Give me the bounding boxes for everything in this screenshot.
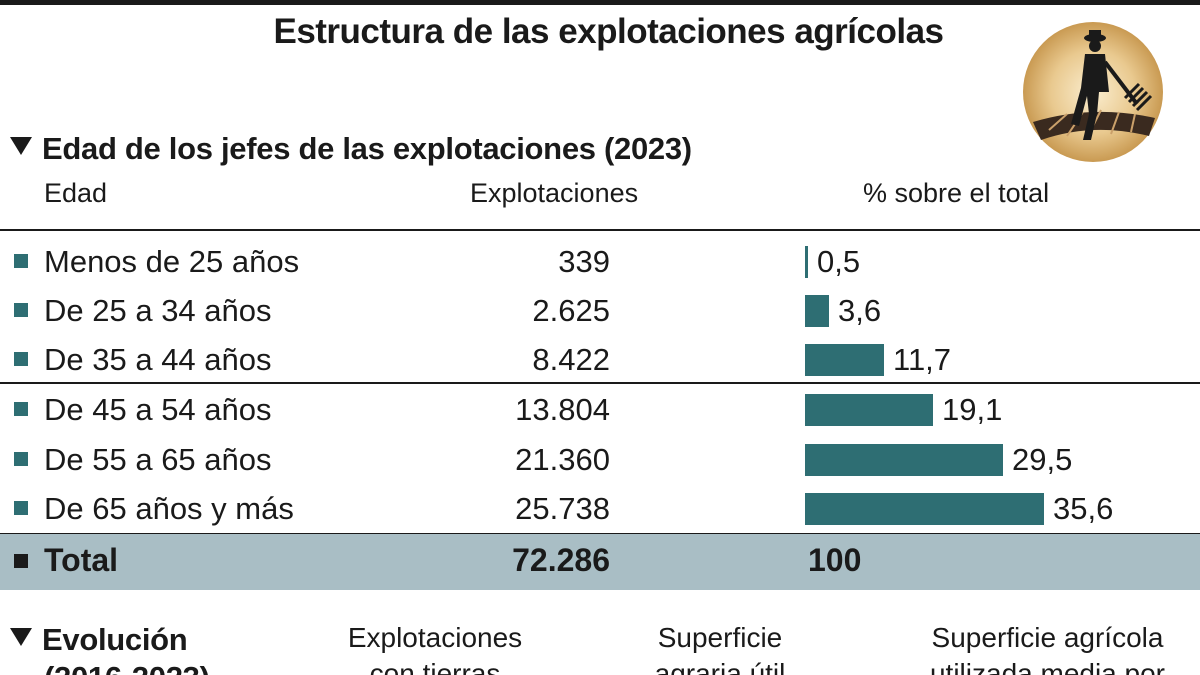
age-category-label: De 65 años y más (44, 491, 294, 526)
top-rule (0, 0, 1200, 5)
pct-value-label: 19,1 (942, 392, 1003, 427)
total-label: Total (44, 542, 119, 578)
pct-value-label: 35,6 (1053, 491, 1114, 526)
total-row: Total 72.286 100 (0, 534, 1200, 590)
age-category-label: De 55 a 65 años (44, 442, 272, 477)
pct-value-label: 11,7 (893, 342, 952, 377)
explotaciones-count: 25.738 (515, 491, 610, 526)
evolution-col3-line1: Superficie agrícola (931, 622, 1164, 653)
age-category-label: De 45 a 54 años (44, 392, 272, 427)
header-divider (0, 229, 1200, 231)
page-title: Estructura de las explotaciones agrícola… (273, 12, 944, 51)
pct-bar (805, 394, 933, 426)
group-divider (0, 382, 1200, 384)
explotaciones-count: 8.422 (532, 342, 610, 377)
explotaciones-count: 2.625 (532, 293, 610, 328)
evolution-col3-line2: utilizada media por (929, 658, 1166, 675)
bullet-square-icon (14, 254, 28, 268)
pct-bar (805, 493, 1044, 525)
evolution-col2-line1: Superficie (657, 622, 783, 653)
bullet-square-icon (14, 303, 28, 317)
evolution-section-heading: Evolución (10, 622, 188, 658)
farmer-with-pitchfork-icon (1023, 22, 1163, 162)
triangle-down-icon (10, 137, 32, 155)
explotaciones-count: 339 (558, 244, 610, 279)
evolution-col-explotaciones: Explotaciones con tierras (335, 620, 535, 675)
column-header-edad: Edad (44, 178, 108, 208)
column-header-explotaciones: Explotaciones (470, 178, 639, 208)
age-section-heading-text: Edad de los jefes de las explotaciones (… (42, 131, 692, 166)
explotaciones-count: 21.360 (515, 442, 610, 477)
table-row: De 25 a 34 años 2.625 3,6 (0, 286, 1200, 336)
age-category-label: De 35 a 44 años (44, 342, 272, 377)
age-section-heading: Edad de los jefes de las explotaciones (… (10, 131, 692, 167)
table-row: De 65 años y más 25.738 35,6 (0, 484, 1200, 534)
pct-value-label: 3,6 (838, 293, 882, 328)
evolution-col1-line2: con tierras (369, 658, 501, 675)
column-header-pct: % sobre el total (863, 178, 1050, 208)
bullet-square-icon (14, 402, 28, 416)
total-count: 72.286 (512, 542, 610, 578)
age-category-label: De 25 a 34 años (44, 293, 272, 328)
table-row: Menos de 25 años 339 0,5 (0, 237, 1200, 287)
total-square-icon (14, 554, 28, 568)
evolution-subheading: (2016-2023) (44, 660, 210, 675)
evolution-col2-line2: agraria útil (654, 658, 786, 675)
pct-bar (805, 444, 1003, 476)
pct-bar (805, 246, 808, 278)
evolution-col-superficie: Superficie agraria útil (630, 620, 810, 675)
pct-value-label: 29,5 (1012, 442, 1073, 477)
evolution-heading-text: Evolución (42, 622, 188, 657)
table-row: De 45 a 54 años 13.804 19,1 (0, 385, 1200, 435)
pct-bar (805, 295, 829, 327)
table-row: De 55 a 65 años 21.360 29,5 (0, 435, 1200, 485)
evolution-col-superficie-media: Superficie agrícola utilizada media por (915, 620, 1180, 675)
bullet-square-icon (14, 452, 28, 466)
pct-bar (805, 344, 884, 376)
evolution-col1-line1: Explotaciones (347, 622, 523, 653)
bullet-square-icon (14, 352, 28, 366)
table-row: De 35 a 44 años 8.422 11,7 (0, 335, 1200, 385)
age-category-label: Menos de 25 años (44, 244, 300, 279)
pct-value-label: 0,5 (817, 244, 861, 279)
total-pct: 100 (808, 542, 862, 578)
triangle-down-icon (10, 628, 32, 646)
explotaciones-count: 13.804 (515, 392, 610, 427)
bullet-square-icon (14, 501, 28, 515)
